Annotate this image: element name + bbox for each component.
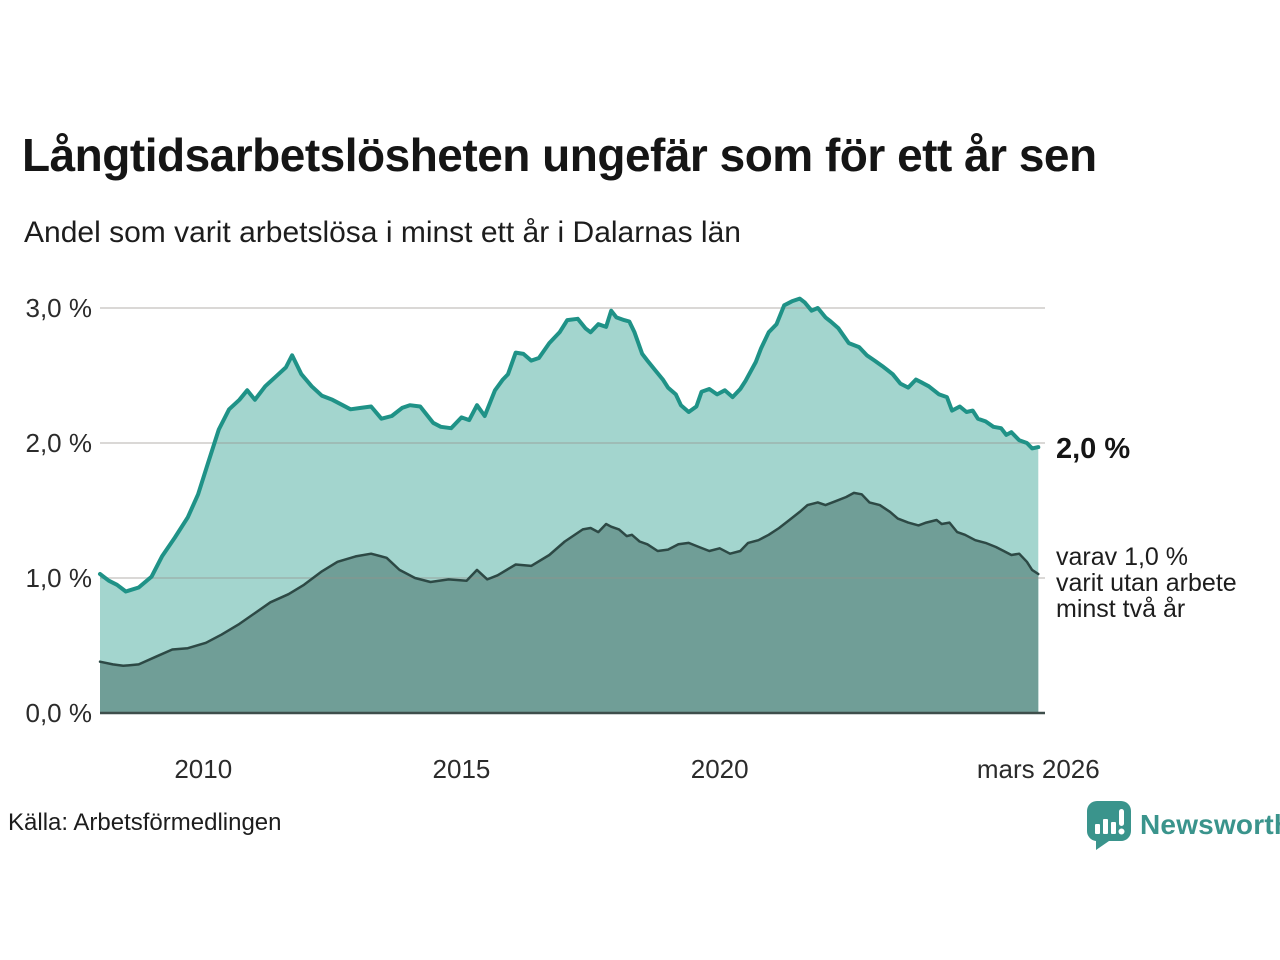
x-tick-label: mars 2026 <box>977 754 1100 784</box>
series-line <box>98 491 1040 668</box>
area-fill <box>100 492 1039 713</box>
chart-subtitle: Andel som varit arbetslösa i minst ett å… <box>24 216 741 249</box>
series2-end-annotation: varav 1,0 % varit utan arbete minst två … <box>1056 544 1237 622</box>
annotation-line: varav 1,0 % <box>1056 543 1189 571</box>
branding: Newsworthy <box>1086 799 1280 851</box>
chart-title: Långtidsarbetslösheten ungefär som för e… <box>22 129 1097 181</box>
x-tick-label: 2020 <box>691 754 749 784</box>
x-tick-label: 2015 <box>433 754 491 784</box>
x-tick-label: 2010 <box>174 754 232 784</box>
y-tick-label: 2,0 % <box>26 428 93 458</box>
y-tick-label: 1,0 % <box>26 563 93 593</box>
source-note: Källa: Arbetsförmedlingen <box>8 809 282 836</box>
series-line <box>98 296 1041 594</box>
newsworthy-logo-icon <box>1086 801 1131 850</box>
annotation-line: minst två år <box>1056 595 1186 623</box>
series1-end-value-label: 2,0 % <box>1056 433 1131 465</box>
y-tick-label: 3,0 % <box>26 293 93 323</box>
y-tick-label: 0,0 % <box>26 698 93 728</box>
annotation-line: varit utan arbete <box>1056 569 1237 597</box>
branding-name: Newsworthy <box>1140 809 1280 840</box>
